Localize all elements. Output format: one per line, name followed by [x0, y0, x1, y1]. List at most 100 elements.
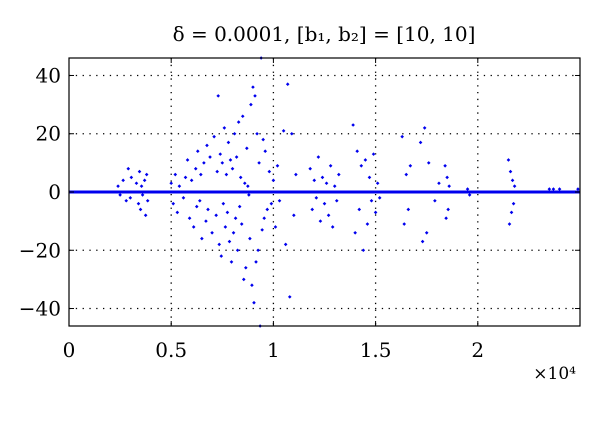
data-point — [128, 196, 133, 200]
data-point — [324, 181, 329, 186]
x-tick-label: 0.5 — [155, 338, 187, 362]
y-tick-label: −40 — [19, 297, 61, 321]
data-point — [237, 204, 242, 209]
data-point — [252, 300, 256, 305]
data-point — [400, 134, 404, 139]
data-point — [238, 175, 243, 180]
data-point — [369, 198, 374, 203]
data-point — [218, 152, 223, 156]
data-point — [267, 169, 272, 174]
data-point — [322, 201, 327, 206]
data-point — [191, 225, 196, 229]
data-point — [402, 222, 407, 226]
y-tick-label: 0 — [48, 180, 61, 204]
ticks — [68, 58, 580, 326]
data-point — [509, 210, 514, 215]
data-point — [169, 181, 173, 186]
data-point — [377, 196, 382, 200]
data-point — [189, 178, 194, 183]
data-point — [143, 213, 148, 218]
data-point — [193, 166, 198, 171]
data-point — [424, 230, 429, 235]
data-point — [373, 210, 378, 215]
data-point — [314, 196, 319, 200]
data-point — [246, 184, 250, 188]
data-point — [465, 187, 470, 191]
data-point — [116, 184, 120, 188]
data-point — [576, 187, 580, 191]
data-point — [408, 163, 413, 168]
data-point — [198, 198, 202, 203]
data-point — [353, 230, 357, 235]
data-point — [224, 172, 229, 177]
data-point — [250, 283, 254, 288]
data-point — [202, 161, 206, 165]
data-point — [277, 198, 282, 203]
data-point — [232, 131, 237, 136]
data-point — [137, 169, 142, 174]
data-point — [175, 210, 180, 215]
data-point — [126, 166, 131, 171]
data-point — [208, 155, 212, 159]
x-tick-label: 1.5 — [360, 338, 392, 362]
data-points — [116, 56, 580, 328]
data-point — [199, 172, 203, 177]
data-point — [187, 216, 192, 221]
data-point — [318, 219, 323, 223]
x-tick-label: 1 — [267, 338, 280, 362]
data-point — [227, 239, 232, 244]
data-point — [508, 169, 513, 174]
data-point — [310, 207, 315, 212]
y-tick-label: 40 — [36, 63, 61, 87]
data-point — [256, 248, 260, 253]
data-point — [254, 260, 258, 264]
data-point — [220, 161, 225, 165]
data-point — [308, 166, 312, 171]
data-point — [445, 175, 449, 180]
data-point — [234, 155, 239, 159]
data-point — [244, 265, 248, 270]
data-point — [236, 120, 241, 124]
data-point — [273, 225, 278, 229]
chart-title: δ = 0.0001, [b₁, b₂] = [10, 10] — [173, 22, 476, 46]
data-point — [418, 140, 423, 145]
data-point — [287, 295, 292, 299]
data-point — [359, 163, 364, 168]
data-point — [371, 152, 376, 156]
data-point — [355, 149, 360, 154]
data-point — [181, 196, 186, 200]
data-point — [433, 198, 437, 203]
x-scale-factor: ×10⁴ — [533, 364, 576, 384]
data-point — [206, 207, 210, 212]
data-point — [139, 184, 144, 188]
data-point — [138, 207, 143, 212]
data-point — [242, 181, 247, 186]
data-point — [262, 216, 267, 221]
data-point — [506, 158, 511, 162]
data-point — [215, 169, 219, 174]
data-point — [443, 163, 447, 168]
data-point — [177, 184, 182, 188]
data-point — [447, 184, 451, 188]
data-point — [511, 201, 516, 206]
data-point — [216, 94, 221, 98]
data-point — [269, 201, 274, 206]
data-point — [351, 123, 355, 127]
data-point — [231, 230, 236, 235]
data-point — [406, 207, 411, 212]
data-point — [229, 260, 234, 264]
data-point — [235, 248, 240, 253]
data-point — [271, 178, 276, 183]
data-point — [444, 216, 448, 221]
data-point — [281, 129, 286, 133]
data-point — [283, 242, 288, 247]
data-point — [195, 149, 200, 154]
data-point — [183, 175, 188, 180]
data-point — [194, 204, 199, 209]
data-point — [357, 207, 362, 212]
data-point — [200, 236, 204, 241]
data-point — [292, 213, 296, 218]
data-point — [204, 219, 208, 223]
data-point — [214, 213, 218, 218]
